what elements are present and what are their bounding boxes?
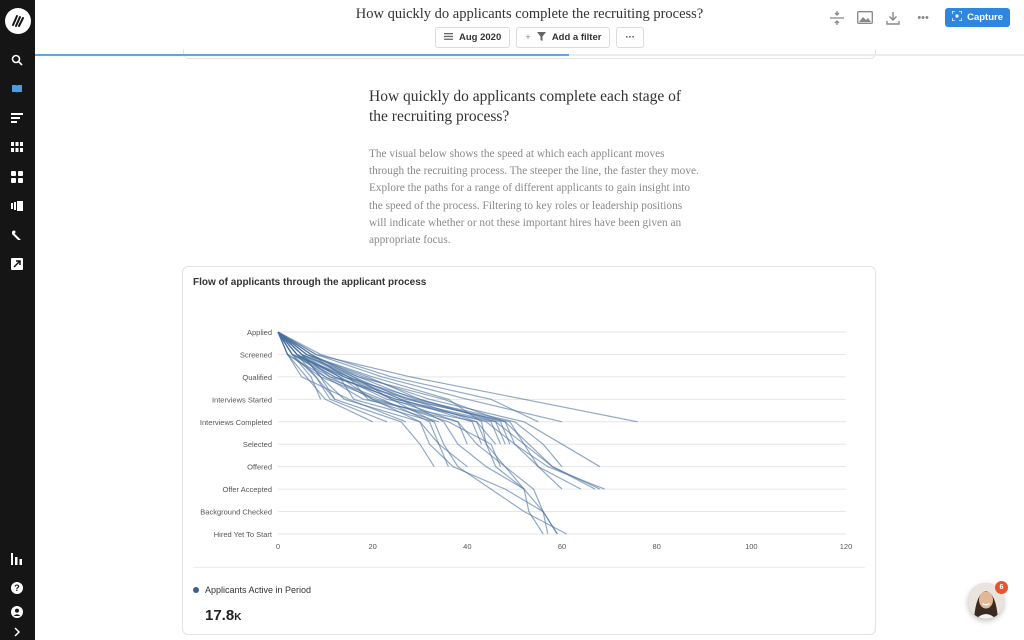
chart-title: Flow of applicants through the applicant… [193, 277, 427, 288]
support-chat-avatar[interactable]: 6 [968, 581, 1008, 619]
y-tick-label: Interviews Completed [200, 418, 272, 427]
flow-chart[interactable]: Applied Screened Qualified Interviews Start… [183, 267, 875, 567]
app-logo[interactable] [5, 8, 31, 34]
y-tick-label: Qualified [242, 373, 272, 382]
cards-icon[interactable] [9, 198, 25, 214]
add-filter-label: Add a filter [551, 32, 602, 43]
x-tick-label: 100 [745, 542, 758, 551]
applicant-path [277, 331, 539, 423]
applicant-path [277, 331, 506, 445]
section-intro: The visual below shows the speed at whic… [369, 148, 699, 247]
add-filter-button[interactable]: + Add a filter [516, 27, 611, 48]
x-tick-label: 20 [368, 542, 376, 551]
legend-label: Applicants Active in Period [205, 585, 312, 595]
collapse-icon[interactable] [829, 10, 845, 26]
grid-icon[interactable] [9, 139, 25, 155]
sidebar: ? [0, 0, 35, 640]
chart-card[interactable]: Applied Screened Qualified Interviews Start… [182, 266, 876, 635]
metric-unit: K [234, 612, 242, 623]
filter-toolbar: Aug 2020 + Add a filter ··· [435, 27, 644, 48]
chevron-right-icon[interactable] [9, 624, 25, 640]
scroll-progress-fill [35, 54, 570, 56]
metric-value: 17.8 [205, 607, 235, 624]
capture-label: Capture [967, 12, 1003, 23]
date-filter-label: Aug 2020 [459, 32, 502, 43]
user-icon[interactable] [9, 604, 25, 620]
legend-dot [193, 587, 199, 593]
help-icon[interactable]: ? [9, 580, 25, 596]
y-tick-label: Offer Accepted [223, 485, 272, 494]
y-tick-label: Screened [240, 350, 272, 359]
y-tick-label: Applied [247, 328, 272, 337]
funnel-icon [536, 31, 546, 44]
list-icon[interactable] [9, 110, 25, 126]
more-options-icon[interactable]: ••• [917, 11, 929, 24]
x-tick-label: 120 [840, 542, 853, 551]
image-icon[interactable] [857, 10, 874, 26]
svg-text:?: ? [14, 583, 20, 593]
menu-icon [444, 32, 453, 43]
search-icon[interactable] [9, 52, 25, 68]
applicant-path [277, 331, 544, 535]
applicant-path [277, 331, 511, 445]
y-tick-label: Offered [247, 463, 272, 472]
active-applicants-metric: 17.8K [205, 607, 241, 624]
pen-icon[interactable] [9, 227, 25, 243]
applicant-path [277, 331, 563, 423]
capture-icon [951, 10, 963, 24]
x-tick-label: 80 [652, 542, 660, 551]
y-tick-label: Selected [243, 440, 272, 449]
plus-icon: + [525, 32, 531, 43]
bar-chart-icon[interactable] [9, 551, 25, 567]
y-tick-label: Hired Yet To Start [214, 530, 273, 539]
card-divider [193, 567, 865, 568]
applicant-path [277, 331, 336, 400]
scroll-progress-bar [35, 54, 1024, 56]
external-link-icon[interactable] [9, 256, 25, 272]
applicant-path [277, 331, 407, 423]
x-tick-label: 40 [463, 542, 471, 551]
date-filter-button[interactable]: Aug 2020 [435, 27, 511, 48]
page-title: How quickly do applicants complete the r… [355, 6, 704, 22]
chart-legend[interactable]: Applicants Active in Period [193, 585, 311, 595]
section-heading: How quickly do applicants complete each … [369, 88, 682, 125]
notification-badge: 6 [995, 581, 1008, 594]
top-actions: ••• Capture [829, 8, 1010, 27]
dashboard-icon[interactable] [9, 169, 25, 185]
book-icon[interactable] [9, 81, 25, 97]
applicant-path [277, 331, 502, 445]
x-tick-label: 60 [558, 542, 566, 551]
applicant-path [277, 331, 322, 400]
y-tick-label: Interviews Started [212, 395, 272, 404]
x-tick-label: 0 [276, 542, 280, 551]
capture-button[interactable]: Capture [945, 8, 1010, 27]
more-filters-button[interactable]: ··· [616, 27, 644, 48]
applicant-path [277, 331, 483, 445]
y-tick-label: Background Checked [200, 508, 272, 517]
top-bar: How quickly do applicants complete the r… [35, 0, 1024, 55]
download-icon[interactable] [885, 10, 901, 26]
